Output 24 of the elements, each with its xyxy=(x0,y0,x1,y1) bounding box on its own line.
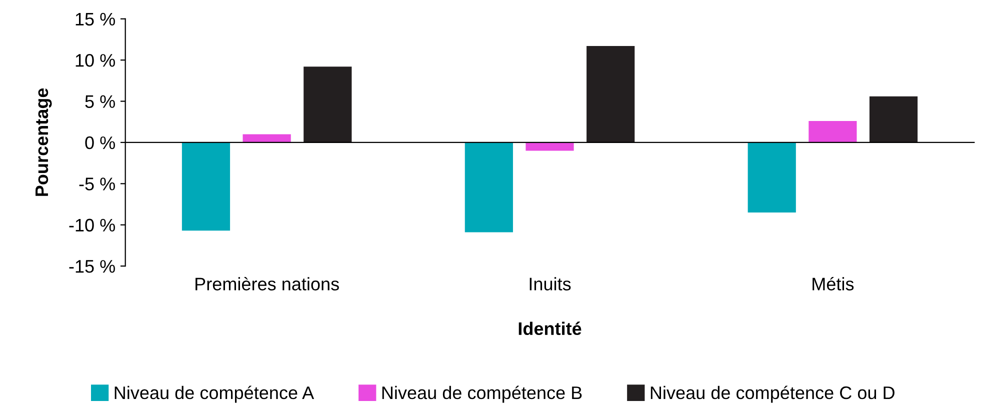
y-tick-label: -15 % xyxy=(69,260,115,273)
x-tick-label: Inuits xyxy=(530,277,571,290)
bar xyxy=(586,46,635,142)
legend-label: Niveau de compétence A xyxy=(114,386,314,403)
y-tick-label: 5 % xyxy=(85,95,115,108)
x-tick-label: Métis xyxy=(812,276,854,290)
bar xyxy=(869,96,918,142)
y-tick-label: 15 % xyxy=(76,12,115,26)
x-tick-label: Premières nations xyxy=(196,276,339,290)
y-tick-label: -5 % xyxy=(79,178,115,190)
bar xyxy=(526,142,574,151)
bar xyxy=(748,142,796,213)
bar xyxy=(182,142,230,231)
x-axis-title: Identité xyxy=(518,322,582,336)
legend-label: Niveau de compétence C ou D xyxy=(650,386,894,403)
y-tick-label: 0 % xyxy=(85,136,115,150)
y-axis-title: Pourcentage xyxy=(36,88,52,196)
bar xyxy=(304,66,352,142)
y-tick-label: 10 % xyxy=(76,54,115,67)
legend-label: Niveau de compétence B xyxy=(382,386,582,403)
bar xyxy=(242,134,291,142)
bar xyxy=(464,142,513,232)
bar xyxy=(808,121,857,142)
y-tick-label: -10 % xyxy=(69,218,115,232)
